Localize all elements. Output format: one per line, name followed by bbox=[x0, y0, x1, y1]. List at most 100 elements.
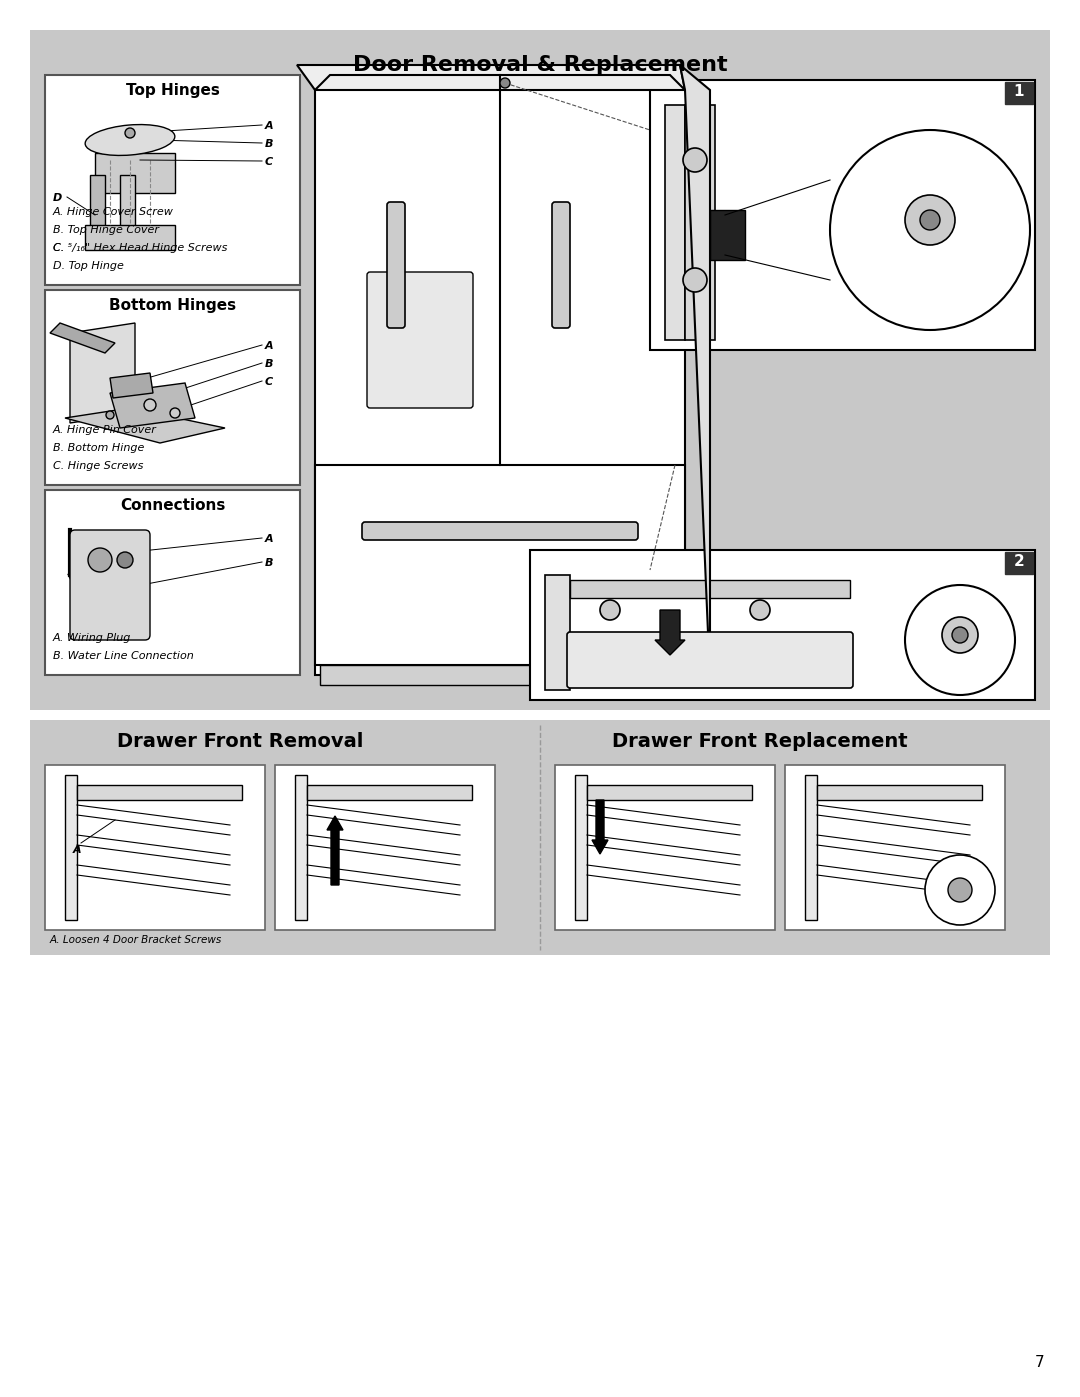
FancyBboxPatch shape bbox=[275, 766, 495, 930]
FancyArrow shape bbox=[327, 816, 343, 886]
FancyArrow shape bbox=[654, 610, 685, 655]
Text: A: A bbox=[73, 845, 82, 855]
FancyBboxPatch shape bbox=[320, 665, 680, 685]
FancyBboxPatch shape bbox=[785, 766, 1005, 930]
FancyBboxPatch shape bbox=[530, 550, 1035, 700]
FancyBboxPatch shape bbox=[545, 576, 570, 690]
FancyBboxPatch shape bbox=[90, 615, 130, 636]
FancyBboxPatch shape bbox=[1005, 552, 1032, 574]
Text: 7: 7 bbox=[1036, 1355, 1044, 1370]
FancyBboxPatch shape bbox=[816, 785, 982, 800]
FancyBboxPatch shape bbox=[315, 75, 685, 675]
FancyBboxPatch shape bbox=[65, 775, 77, 921]
Circle shape bbox=[87, 548, 112, 571]
Circle shape bbox=[683, 148, 707, 172]
Circle shape bbox=[905, 196, 955, 244]
Polygon shape bbox=[110, 383, 195, 427]
Text: C: C bbox=[265, 156, 273, 168]
Text: D: D bbox=[53, 193, 63, 203]
FancyBboxPatch shape bbox=[1005, 82, 1032, 103]
Circle shape bbox=[144, 400, 156, 411]
FancyBboxPatch shape bbox=[650, 80, 1035, 351]
FancyBboxPatch shape bbox=[85, 580, 135, 610]
Circle shape bbox=[750, 599, 770, 620]
Text: Top Hinges: Top Hinges bbox=[125, 82, 219, 98]
FancyBboxPatch shape bbox=[362, 522, 638, 541]
FancyBboxPatch shape bbox=[377, 339, 419, 362]
Polygon shape bbox=[65, 408, 225, 443]
FancyBboxPatch shape bbox=[295, 775, 307, 921]
FancyBboxPatch shape bbox=[905, 235, 955, 265]
Text: B. Top Hinge Cover: B. Top Hinge Cover bbox=[53, 225, 159, 235]
FancyBboxPatch shape bbox=[45, 766, 265, 930]
Text: Door Removal & Replacement: Door Removal & Replacement bbox=[353, 54, 727, 75]
Text: C.: C. bbox=[53, 243, 71, 253]
Text: A. Wiring Plug: A. Wiring Plug bbox=[53, 633, 132, 643]
Text: B: B bbox=[265, 138, 273, 149]
FancyBboxPatch shape bbox=[575, 775, 588, 921]
Text: C. Hinge Screws: C. Hinge Screws bbox=[53, 461, 144, 471]
FancyBboxPatch shape bbox=[427, 339, 469, 362]
Text: A: A bbox=[265, 534, 273, 543]
Text: A. Hinge Pin Cover: A. Hinge Pin Cover bbox=[53, 425, 157, 434]
FancyBboxPatch shape bbox=[665, 105, 685, 339]
Text: C. ⁵/₁₆" Hex Head Hinge Screws: C. ⁵/₁₆" Hex Head Hinge Screws bbox=[53, 243, 228, 253]
FancyBboxPatch shape bbox=[945, 650, 975, 668]
Text: C: C bbox=[265, 377, 273, 387]
Text: D. Top Hinge: D. Top Hinge bbox=[53, 261, 124, 271]
Circle shape bbox=[948, 877, 972, 902]
Circle shape bbox=[600, 599, 620, 620]
FancyBboxPatch shape bbox=[30, 29, 1050, 710]
FancyBboxPatch shape bbox=[387, 203, 405, 328]
Polygon shape bbox=[110, 373, 153, 398]
Text: Connections: Connections bbox=[120, 497, 226, 513]
Text: B. Water Line Connection: B. Water Line Connection bbox=[53, 651, 193, 661]
Text: 2: 2 bbox=[1014, 555, 1024, 569]
Polygon shape bbox=[70, 323, 135, 423]
FancyBboxPatch shape bbox=[45, 75, 300, 285]
Circle shape bbox=[942, 617, 978, 652]
Text: Drawer Front Removal: Drawer Front Removal bbox=[117, 732, 363, 752]
Circle shape bbox=[905, 585, 1015, 694]
FancyBboxPatch shape bbox=[685, 105, 715, 339]
Polygon shape bbox=[297, 66, 685, 89]
FancyBboxPatch shape bbox=[367, 272, 473, 408]
FancyBboxPatch shape bbox=[85, 225, 175, 250]
Circle shape bbox=[924, 855, 995, 925]
Circle shape bbox=[170, 408, 180, 418]
FancyBboxPatch shape bbox=[95, 154, 175, 193]
FancyBboxPatch shape bbox=[567, 631, 853, 687]
FancyBboxPatch shape bbox=[588, 785, 752, 800]
Circle shape bbox=[920, 210, 940, 231]
Text: 1: 1 bbox=[1014, 84, 1024, 99]
FancyBboxPatch shape bbox=[30, 719, 1050, 956]
FancyBboxPatch shape bbox=[570, 580, 850, 598]
FancyBboxPatch shape bbox=[90, 175, 105, 235]
Circle shape bbox=[683, 268, 707, 292]
Polygon shape bbox=[50, 323, 114, 353]
Text: A. Loosen 4 Door Bracket Screws: A. Loosen 4 Door Bracket Screws bbox=[50, 935, 222, 944]
FancyBboxPatch shape bbox=[710, 210, 745, 260]
Text: A: A bbox=[265, 341, 273, 351]
FancyBboxPatch shape bbox=[377, 370, 469, 395]
Text: B. Bottom Hinge: B. Bottom Hinge bbox=[53, 443, 145, 453]
Text: B: B bbox=[265, 557, 273, 569]
FancyBboxPatch shape bbox=[555, 766, 775, 930]
FancyBboxPatch shape bbox=[315, 465, 685, 665]
Circle shape bbox=[125, 129, 135, 138]
FancyBboxPatch shape bbox=[552, 203, 570, 328]
FancyBboxPatch shape bbox=[805, 775, 816, 921]
FancyBboxPatch shape bbox=[375, 291, 465, 330]
FancyBboxPatch shape bbox=[120, 175, 135, 231]
FancyBboxPatch shape bbox=[307, 785, 472, 800]
Text: B: B bbox=[265, 359, 273, 369]
Text: Drawer Front Replacement: Drawer Front Replacement bbox=[612, 732, 908, 752]
FancyBboxPatch shape bbox=[70, 529, 150, 640]
Circle shape bbox=[500, 78, 510, 88]
FancyBboxPatch shape bbox=[45, 291, 300, 485]
Circle shape bbox=[951, 627, 968, 643]
FancyArrow shape bbox=[592, 800, 608, 854]
Text: A: A bbox=[265, 122, 273, 131]
Circle shape bbox=[117, 552, 133, 569]
Text: A. Hinge Cover Screw: A. Hinge Cover Screw bbox=[53, 207, 174, 217]
